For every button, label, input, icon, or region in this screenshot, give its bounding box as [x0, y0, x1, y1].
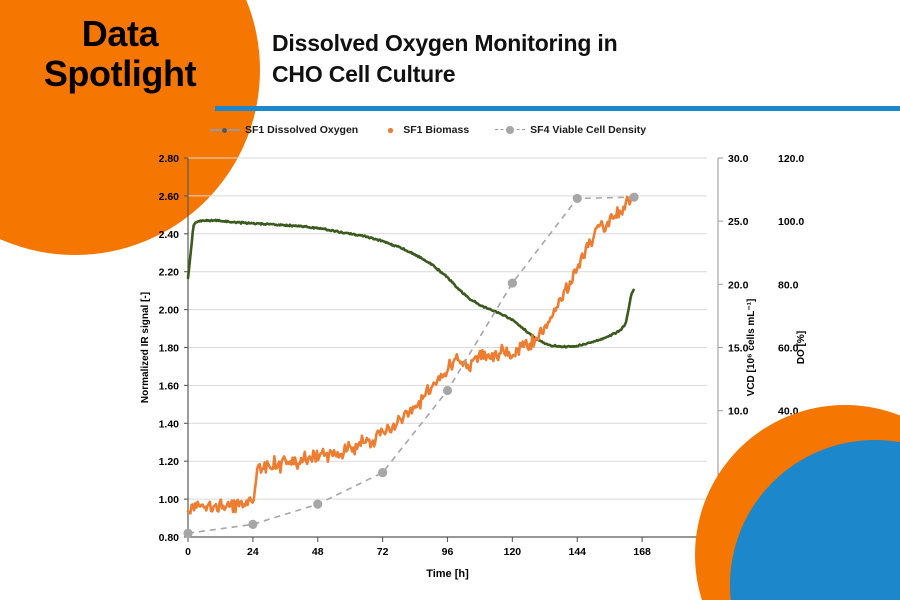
chart-gridlines	[188, 157, 707, 538]
svg-text:2.00: 2.00	[159, 305, 180, 317]
svg-text:2.40: 2.40	[159, 229, 180, 241]
svg-text:0: 0	[185, 546, 191, 558]
legend-item-dissolved-oxygen[interactable]: SF1 Dissolved Oxygen	[210, 124, 358, 136]
page-title-line1: Dissolved Oxygen Monitoring in	[272, 30, 618, 56]
svg-text:1.00: 1.00	[159, 494, 180, 506]
chart-legend: SF1 Dissolved Oxygen SF1 Biomass SF4 Via…	[210, 124, 646, 136]
svg-text:80.0: 80.0	[778, 279, 799, 291]
legend-label-dissolved-oxygen: SF1 Dissolved Oxygen	[245, 124, 359, 136]
svg-text:1.40: 1.40	[159, 418, 180, 430]
svg-text:48: 48	[312, 546, 324, 558]
svg-text:2.80: 2.80	[159, 153, 180, 165]
series-sf1-dissolved-oxygen	[186, 218, 635, 349]
svg-text:168: 168	[633, 546, 651, 558]
legend-item-biomass[interactable]: SF1 Biomass	[384, 124, 469, 136]
svg-text:100.0: 100.0	[778, 216, 804, 228]
svg-text:2.20: 2.20	[159, 267, 180, 279]
svg-text:120: 120	[504, 546, 522, 558]
brand-title: Data Spotlight	[0, 13, 240, 95]
svg-text:96: 96	[442, 546, 454, 558]
svg-text:Time [h]: Time [h]	[426, 568, 469, 580]
svg-text:10.0: 10.0	[728, 406, 749, 418]
svg-text:DO [%]: DO [%]	[796, 331, 807, 364]
svg-text:20.0: 20.0	[728, 279, 749, 291]
svg-text:25.0: 25.0	[728, 216, 749, 228]
legend-item-viable-cell-density[interactable]: SF4 Viable Cell Density	[495, 124, 646, 136]
legend-label-viable-cell-density: SF4 Viable Cell Density	[530, 124, 647, 136]
series-sf1-biomass	[186, 195, 633, 515]
chart-axes	[184, 157, 743, 542]
chart-series	[183, 192, 639, 538]
svg-text:72: 72	[377, 546, 389, 558]
svg-text:144: 144	[568, 546, 586, 558]
svg-text:2.60: 2.60	[159, 191, 180, 203]
brand-title-line2: Spotlight	[43, 53, 197, 95]
svg-text:120.0: 120.0	[778, 153, 804, 165]
svg-text:0.80: 0.80	[159, 532, 180, 544]
svg-text:15.0: 15.0	[728, 343, 749, 355]
svg-text:VCD [10⁶ cells mL⁻¹]: VCD [10⁶ cells mL⁻¹]	[746, 299, 757, 397]
legend-line-marker-icon	[210, 125, 240, 135]
svg-text:24: 24	[247, 546, 259, 558]
legend-dot-marker-icon	[384, 125, 398, 135]
page-title-line2: CHO Cell Culture	[272, 60, 456, 87]
page-title: Dissolved Oxygen Monitoring in CHO Cell …	[272, 28, 872, 89]
legend-label-biomass: SF1 Biomass	[403, 124, 470, 136]
svg-text:1.80: 1.80	[159, 343, 180, 355]
series-sf4-viable-cell-density	[183, 192, 639, 538]
svg-text:Normalized IR signal [-]: Normalized IR signal [-]	[140, 292, 151, 403]
svg-text:30.0: 30.0	[728, 153, 749, 165]
svg-text:1.60: 1.60	[159, 380, 180, 392]
brand-title-line1: Data	[81, 13, 159, 54]
header-divider-rule	[215, 106, 900, 111]
svg-text:1.20: 1.20	[159, 456, 180, 468]
svg-text:60.0: 60.0	[778, 343, 799, 355]
legend-dashed-marker-icon	[495, 125, 526, 135]
